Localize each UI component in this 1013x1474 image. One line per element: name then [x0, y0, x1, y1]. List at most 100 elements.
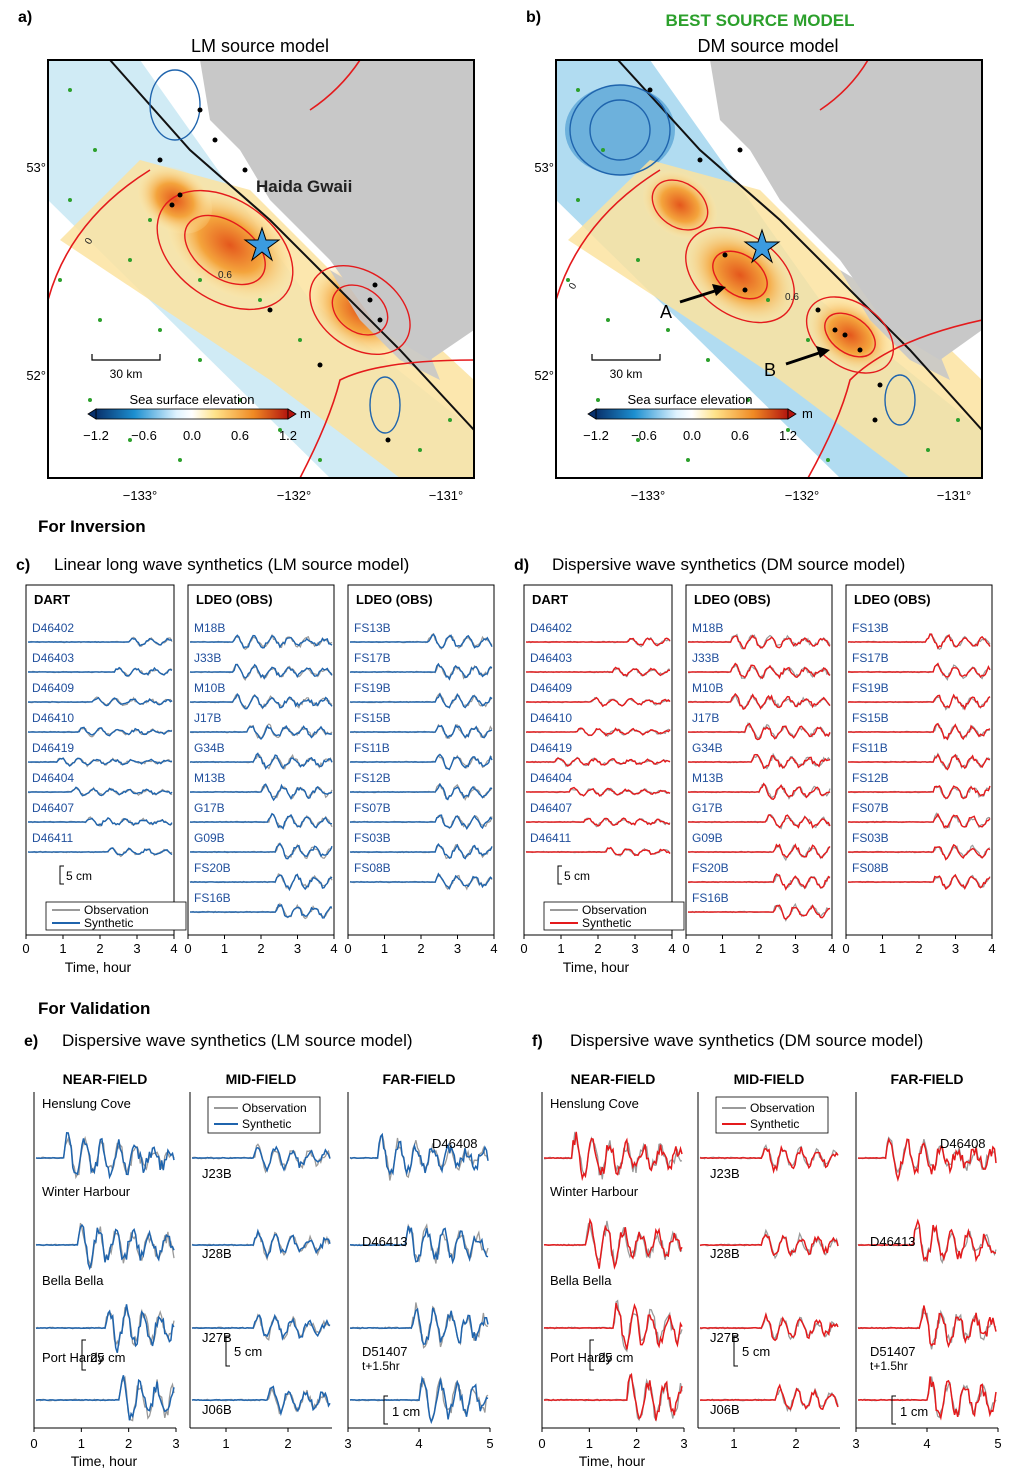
map-a-place: Haida Gwaii	[256, 177, 352, 196]
time-shift-label: t+1.5hr	[870, 1359, 908, 1373]
synthetic-trace	[349, 724, 493, 739]
column-title: MID-FIELD	[226, 1071, 297, 1087]
column-title: DART	[532, 592, 568, 607]
synthetic-trace	[525, 666, 671, 677]
station-label: FS03B	[852, 831, 889, 845]
epicenter-star-b	[743, 228, 781, 264]
panel-label-c: c)	[16, 557, 30, 574]
observation-trace	[543, 1374, 683, 1423]
synthetic-trace	[191, 1228, 331, 1260]
station-label: FS15B	[354, 711, 391, 725]
map-a-title: LM source model	[191, 36, 329, 56]
svg-text:−0.6: −0.6	[631, 428, 657, 443]
colorbar-b: Sea surface elevation m −1.2 −0.6 0.0 0.…	[583, 392, 813, 443]
observation-trace	[189, 842, 333, 860]
validation-panel-f: f) Dispersive wave synthetics (DM source …	[532, 1031, 1002, 1469]
synthetic-trace	[27, 786, 173, 797]
station-label: Port Hardy	[550, 1350, 613, 1365]
synthetic-trace	[349, 1132, 489, 1176]
station-label: Bella Bella	[550, 1273, 612, 1288]
arrow-a: A	[660, 284, 726, 322]
x-tick-label: 0	[22, 941, 29, 956]
best-source-label: BEST SOURCE MODEL	[666, 11, 855, 30]
synthetic-trace	[349, 814, 493, 830]
synthetic-trace	[190, 903, 333, 919]
synthetic-trace	[525, 696, 671, 708]
synthetic-trace	[858, 1137, 997, 1182]
amplitude-scale-label: 5 cm	[742, 1344, 770, 1359]
svg-text:30 km: 30 km	[110, 367, 143, 381]
x-tick-label: 3	[294, 941, 301, 956]
legend: Observation Synthetic	[207, 1096, 321, 1134]
column-title: LDEO (OBS)	[694, 592, 771, 607]
x-tick-label: 3	[680, 1436, 687, 1451]
svg-text:53°: 53°	[534, 160, 554, 175]
panel-label-e: e)	[24, 1033, 38, 1050]
svg-text:−131°: −131°	[429, 488, 463, 503]
synthetic-trace	[191, 1145, 331, 1173]
station-label: J23B	[202, 1166, 232, 1181]
synthetic-trace	[526, 637, 671, 647]
amplitude-scale-bar	[891, 1395, 896, 1425]
amplitude-scale-label: 5 cm	[564, 869, 590, 883]
section-inversion: For Inversion	[38, 517, 146, 536]
panel-label-a: a)	[18, 9, 32, 26]
x-tick-label: 1	[719, 941, 726, 956]
x-tick-label: 0	[538, 1436, 545, 1451]
legend: Observation Synthetic	[715, 1096, 829, 1134]
synthetic-trace	[189, 663, 333, 680]
x-tick-label: 2	[96, 941, 103, 956]
station-label: M10B	[692, 681, 723, 695]
x-tick-label: 0	[842, 941, 849, 956]
scale-bar-b: 30 km	[591, 354, 661, 381]
station-label: FS16B	[194, 891, 231, 905]
svg-text:0.0: 0.0	[183, 428, 201, 443]
station-label: FS17B	[354, 651, 391, 665]
synthetic-trace	[350, 633, 493, 649]
amplitude-scale-label: 5 cm	[66, 869, 92, 883]
epicenter-star-a	[243, 226, 281, 262]
synthetic-trace	[688, 692, 831, 711]
station-label: G17B	[194, 801, 225, 815]
svg-text:m: m	[300, 406, 311, 421]
map-b-title: DM source model	[697, 36, 838, 56]
legend-observation-label: Observation	[750, 1101, 815, 1115]
panel-label-d: d)	[514, 557, 529, 574]
synthetic-trace	[35, 1132, 175, 1180]
scale-bar-a: 30 km	[91, 354, 161, 381]
legend-synthetic-label: Synthetic	[582, 916, 631, 930]
svg-text:0.6: 0.6	[731, 428, 749, 443]
station-label: Winter Harbour	[550, 1184, 639, 1199]
svg-text:0: 0	[567, 281, 580, 292]
x-tick-label: 2	[915, 941, 922, 956]
x-tick-label: 3	[454, 941, 461, 956]
x-tick-label: 1	[59, 941, 66, 956]
station-label: Henslung Cove	[42, 1096, 131, 1111]
legend-box	[207, 1096, 321, 1134]
station-label: FS13B	[852, 621, 889, 635]
synthetic-trace	[28, 696, 173, 707]
synthetic-trace	[847, 633, 991, 650]
station-label: D46407	[530, 801, 572, 815]
svg-text:−132°: −132°	[785, 488, 819, 503]
synthetic-trace	[189, 842, 333, 860]
station-label: D46408	[432, 1136, 478, 1151]
station-label: J33B	[692, 651, 719, 665]
synthetic-trace	[847, 753, 991, 771]
amplitude-scale-bar	[383, 1395, 388, 1425]
station-label: D46413	[870, 1234, 916, 1249]
synthetic-trace	[699, 1311, 839, 1342]
station-label: D51407	[870, 1344, 916, 1359]
synthetic-trace	[687, 843, 831, 859]
synthetic-trace	[28, 816, 173, 827]
x-tick-label: 0	[344, 941, 351, 956]
station-label: D46402	[530, 621, 572, 635]
inversion-panel-d: d) Dispersive wave synthetics (DM source …	[514, 555, 996, 975]
x-tick-label: 3	[792, 941, 799, 956]
station-label: FS07B	[354, 801, 391, 815]
synthetic-trace	[687, 814, 831, 829]
synthetic-trace	[848, 662, 991, 679]
x-tick-label: 4	[923, 1436, 930, 1451]
x-tick-label: 5	[994, 1436, 1001, 1451]
synthetic-trace	[687, 782, 831, 801]
